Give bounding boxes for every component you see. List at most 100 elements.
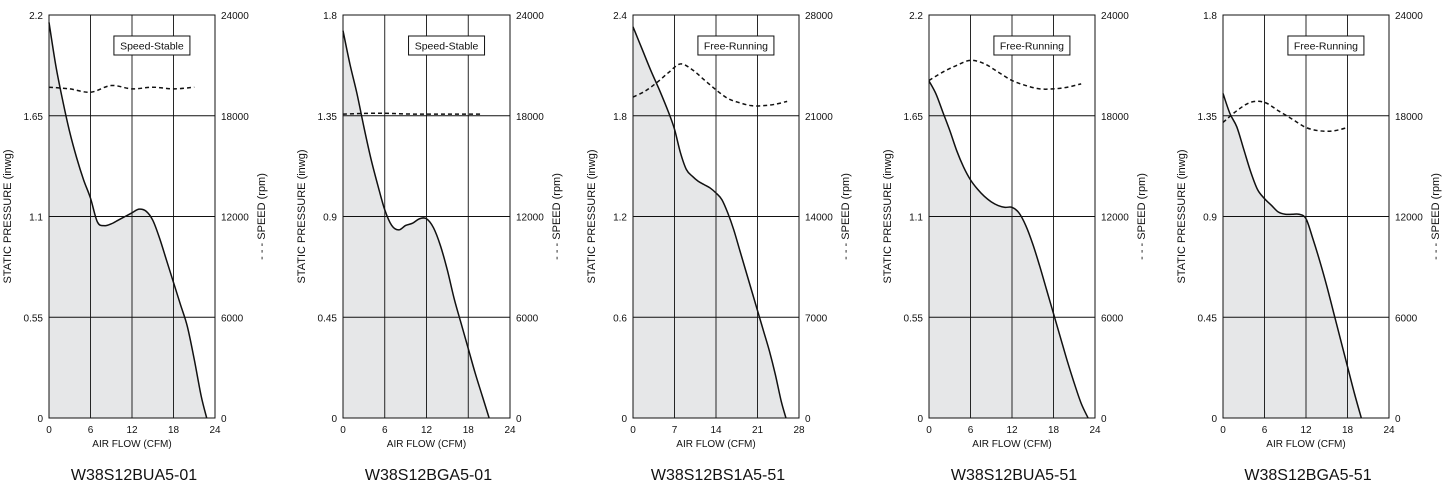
y-tick-label: 1.8	[1203, 11, 1217, 22]
mode-annotation-box	[408, 35, 486, 56]
y-tick-label: 1.65	[24, 112, 44, 123]
x-tick-label: 12	[126, 425, 138, 436]
y-tick-label: 0.9	[323, 213, 337, 224]
mode-annotation-label: Speed-Stable	[120, 41, 184, 53]
y2-tick-label: 6000	[1395, 313, 1418, 324]
pressure-curve-line	[342, 30, 490, 419]
y2-axis-label: - - - SPEED (rpm)	[551, 173, 563, 260]
y-tick-label: 0	[331, 414, 337, 425]
mode-annotation-box	[113, 35, 191, 56]
y2-tick-label: 18000	[1101, 112, 1129, 123]
y-tick-label: 0	[917, 414, 923, 425]
x-tick-label: 18	[463, 425, 475, 436]
pressure-area-fill	[929, 80, 1089, 418]
x-tick-label: 0	[340, 425, 346, 436]
y2-tick-label: 18000	[221, 112, 249, 123]
y-tick-label: 0.45	[1198, 313, 1218, 324]
y-tick-label: 2.4	[613, 11, 627, 22]
model-caption: W38S12BUA5-01	[71, 467, 197, 484]
y2-axis-label: - - - SPEED (rpm)	[1136, 173, 1148, 260]
y2-tick-label: 21000	[805, 112, 833, 123]
x-axis-label: AIR FLOW (CFM)	[972, 439, 1051, 450]
chart-panel-4: 0 6 12 18 2400.551.11.652.206000120001800024…	[882, 11, 1148, 484]
x-tick-label: 6	[1262, 425, 1268, 436]
y-tick-label: 0.6	[613, 313, 627, 324]
x-tick-label: 0	[630, 425, 636, 436]
x-tick-label: 7	[672, 425, 678, 436]
y2-axis-label: - - - SPEED (rpm)	[1430, 173, 1442, 260]
y2-tick-label: 18000	[516, 112, 544, 123]
mode-annotation-box	[697, 35, 775, 56]
x-axis-label: AIR FLOW (CFM)	[387, 439, 466, 450]
y2-tick-label: 24000	[1395, 11, 1423, 22]
pressure-curve-line	[48, 22, 208, 419]
x-tick-label: 6	[382, 425, 388, 436]
mode-annotation-label: Free-Running	[1000, 41, 1064, 53]
y2-tick-label: 6000	[516, 313, 539, 324]
pressure-curve-line	[1222, 93, 1363, 419]
model-caption: W38S12BUA5-51	[951, 467, 1077, 484]
x-tick-label: 6	[88, 425, 94, 436]
chart-panel-5: 0 6 12 18 2400.450.91.351.806000120001800024…	[1176, 11, 1442, 484]
x-axis-label: AIR FLOW (CFM)	[1266, 439, 1345, 450]
x-tick-label: 18	[1048, 425, 1060, 436]
y2-tick-label: 12000	[1101, 213, 1129, 224]
y2-tick-label: 12000	[221, 213, 249, 224]
model-caption: W38S12BGA5-51	[1244, 467, 1371, 484]
y-axis-label: STATIC PRESSURE (inwg)	[296, 149, 308, 283]
y-tick-label: 0	[37, 414, 43, 425]
y2-tick-label: 0	[1101, 414, 1107, 425]
x-tick-label: 24	[1089, 425, 1101, 436]
y-tick-label: 0	[621, 414, 627, 425]
x-axis-label: AIR FLOW (CFM)	[676, 439, 755, 450]
y-tick-label: 0	[1211, 414, 1217, 425]
mode-annotation-box	[1287, 35, 1365, 56]
pressure-curve-line	[632, 26, 787, 419]
y-tick-label: 1.1	[909, 213, 923, 224]
x-tick-label: 12	[1006, 425, 1018, 436]
plot-frame	[342, 14, 511, 419]
x-tick-label: 18	[1342, 425, 1354, 436]
y2-tick-label: 12000	[516, 213, 544, 224]
speed-curve-line	[632, 63, 788, 107]
y-tick-label: 0.55	[904, 313, 924, 324]
speed-curve-line	[928, 59, 1082, 90]
x-tick-label: 28	[793, 425, 805, 436]
y-axis-label: STATIC PRESSURE (inwg)	[586, 149, 598, 283]
speed-curve-line	[48, 84, 195, 94]
y-tick-label: 1.8	[613, 112, 627, 123]
y-axis-label: STATIC PRESSURE (inwg)	[1176, 149, 1188, 283]
y-tick-label: 0.9	[1203, 213, 1217, 224]
mode-annotation-box	[993, 35, 1071, 56]
y2-tick-label: 0	[516, 414, 522, 425]
y2-tick-label: 28000	[805, 11, 833, 22]
y-axis-label: STATIC PRESSURE (inwg)	[882, 149, 894, 283]
x-tick-label: 14	[710, 425, 722, 436]
y2-tick-label: 6000	[1101, 313, 1124, 324]
speed-curve-line	[342, 112, 483, 115]
y2-tick-label: 6000	[221, 313, 244, 324]
y-tick-label: 1.2	[613, 213, 627, 224]
y2-tick-label: 7000	[805, 313, 828, 324]
y-tick-label: 2.2	[29, 11, 43, 22]
y2-axis-label: - - - SPEED (rpm)	[840, 173, 852, 260]
y2-tick-label: 14000	[805, 213, 833, 224]
plot-frame	[632, 14, 800, 419]
x-tick-label: 24	[1383, 425, 1395, 436]
y2-tick-label: 12000	[1395, 213, 1423, 224]
x-tick-label: 0	[46, 425, 52, 436]
y-tick-label: 1.8	[323, 11, 337, 22]
pressure-area-fill	[343, 30, 490, 418]
chart-panel-2: 0 6 12 18 2400.450.91.351.806000120001800024…	[296, 11, 563, 484]
plot-frame	[1222, 14, 1390, 419]
y2-tick-label: 24000	[221, 11, 249, 22]
y-tick-label: 2.2	[909, 11, 923, 22]
pressure-area-fill	[1223, 93, 1362, 419]
chart-panel-3: 0 7 14 21 2800.61.21.82.40700014000210002800…	[586, 11, 852, 484]
x-tick-label: 12	[421, 425, 433, 436]
y2-tick-label: 0	[805, 414, 811, 425]
y-tick-label: 0.45	[318, 313, 338, 324]
pressure-area-fill	[633, 26, 786, 418]
pressure-area-fill	[49, 22, 207, 419]
model-caption: W38S12BGA5-01	[365, 467, 492, 484]
